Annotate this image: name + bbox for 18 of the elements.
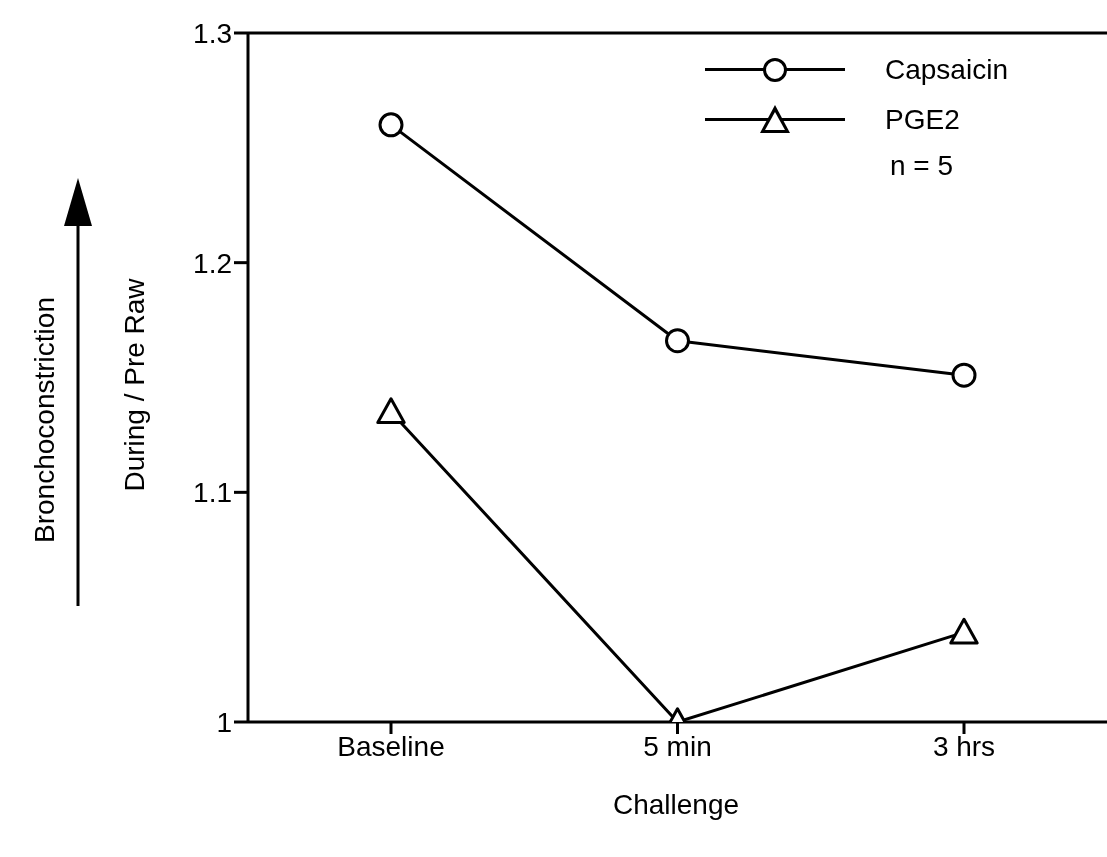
legend-label: PGE2 xyxy=(885,104,960,136)
x-axis-title: Challenge xyxy=(612,789,740,821)
point xyxy=(376,397,406,425)
text: Bronchoconstriction xyxy=(29,297,61,543)
point xyxy=(949,617,979,645)
y-axis-title: During / Pre Raw xyxy=(119,278,151,492)
x-tick-label: 3 hrs xyxy=(932,730,996,762)
y-tick-label: 1.2 xyxy=(193,247,232,279)
annotation: n = 5 xyxy=(890,150,954,182)
y-tick-label: 1 xyxy=(216,706,232,738)
legend-label: Capsaicin xyxy=(885,54,1008,86)
point xyxy=(378,112,404,138)
point xyxy=(951,362,977,388)
x-tick-label: 5 min xyxy=(643,730,712,762)
point xyxy=(665,328,690,354)
x-tick-label: Baseline xyxy=(337,730,445,762)
y-tick-label: 1.3 xyxy=(193,17,232,49)
y-tick-label: 1.1 xyxy=(193,477,232,509)
